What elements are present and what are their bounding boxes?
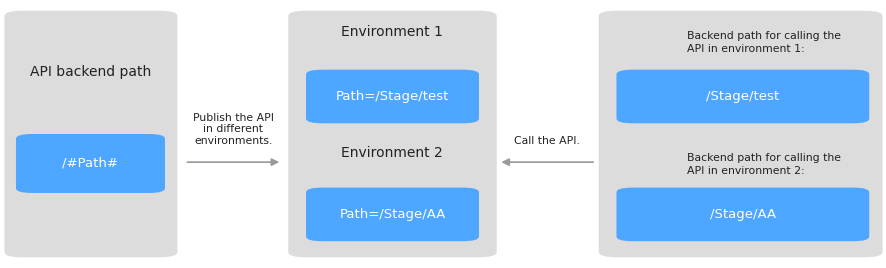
- Text: Backend path for calling the
API in environment 1:: Backend path for calling the API in envi…: [687, 31, 841, 54]
- Text: Publish the API
in different
environments.: Publish the API in different environment…: [192, 113, 274, 146]
- Text: Backend path for calling the
API in environment 2:: Backend path for calling the API in envi…: [687, 153, 841, 176]
- Text: /#Path#: /#Path#: [62, 157, 119, 170]
- Text: Path=/Stage/test: Path=/Stage/test: [336, 90, 448, 103]
- Text: /Stage/test: /Stage/test: [705, 90, 779, 103]
- Text: API backend path: API backend path: [30, 65, 151, 79]
- Text: /Stage/AA: /Stage/AA: [709, 208, 775, 221]
- Text: Environment 2: Environment 2: [341, 146, 442, 160]
- FancyBboxPatch shape: [616, 70, 868, 123]
- FancyBboxPatch shape: [4, 11, 177, 257]
- FancyBboxPatch shape: [598, 11, 882, 257]
- Text: Call the API.: Call the API.: [514, 136, 579, 146]
- FancyBboxPatch shape: [288, 11, 496, 257]
- FancyBboxPatch shape: [306, 70, 478, 123]
- Text: Environment 1: Environment 1: [341, 25, 442, 39]
- Text: Path=/Stage/AA: Path=/Stage/AA: [339, 208, 445, 221]
- FancyBboxPatch shape: [16, 134, 165, 193]
- FancyBboxPatch shape: [616, 188, 868, 241]
- FancyBboxPatch shape: [306, 188, 478, 241]
